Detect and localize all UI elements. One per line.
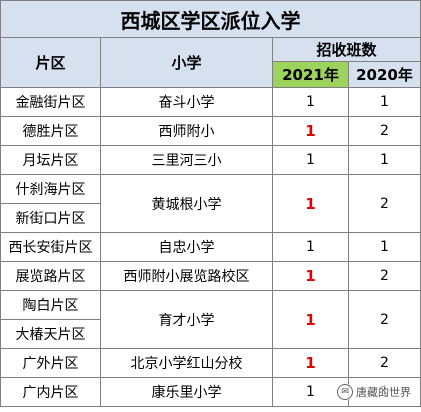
school-cell: 西师附小	[100, 116, 273, 146]
count-2021: 1	[272, 261, 349, 291]
table-row: 新街口片区	[0, 203, 421, 233]
watermark: ✉ 唐藏的世界	[337, 384, 411, 400]
count-2020: 2	[348, 174, 421, 233]
count-2020: 2	[348, 348, 421, 378]
count-2021: 1	[272, 145, 349, 175]
wechat-icon: ✉	[337, 384, 353, 400]
table-row: 什刹海片区 黄城根小学 1 2	[0, 174, 421, 233]
school-cell: 奋斗小学	[100, 87, 273, 117]
district-cell: 大椿天片区	[0, 319, 101, 349]
district-cell: 金融街片区	[0, 87, 101, 117]
district-cell: 德胜片区	[0, 116, 101, 146]
school-cell: 康乐里小学	[100, 377, 273, 407]
table-row: 展览路片区 西师附小展览路校区 1 2	[0, 261, 421, 291]
header-school: 小学	[100, 37, 273, 88]
header-year-2021: 2021年	[272, 61, 349, 88]
school-cell: 自忠小学	[100, 232, 273, 262]
count-2021: 1	[272, 348, 349, 378]
header-district: 片区	[0, 37, 101, 88]
district-cell: 新街口片区	[0, 203, 101, 233]
count-2020: 2	[348, 261, 421, 291]
school-cell: 北京小学红山分校	[100, 348, 273, 378]
watermark-text: 唐藏的世界	[356, 386, 411, 399]
table-row: 月坛片区 三里河三小 1 1	[0, 145, 421, 175]
table-row: 西长安街片区 自忠小学 1 1	[0, 232, 421, 262]
school-cell: 育才小学	[100, 290, 273, 349]
count-2020: 2	[348, 116, 421, 146]
district-cell: 月坛片区	[0, 145, 101, 175]
district-cell: 西长安街片区	[0, 232, 101, 262]
table-row: 金融街片区 奋斗小学 1 1	[0, 87, 421, 117]
header-classes: 招收班数	[272, 37, 421, 62]
district-cell: 广外片区	[0, 348, 101, 378]
school-cell: 黄城根小学	[100, 174, 273, 233]
table-row: 广外片区 北京小学红山分校 1 2	[0, 348, 421, 378]
count-2021: 1	[272, 232, 349, 262]
count-2021: 1	[272, 87, 349, 117]
school-cell: 西师附小展览路校区	[100, 261, 273, 291]
count-2020: 1	[348, 87, 421, 117]
school-cell: 三里河三小	[100, 145, 273, 175]
table-title: 西城区学区派位入学	[0, 0, 421, 38]
count-2021: 1	[272, 174, 349, 233]
count-2020: 1	[348, 145, 421, 175]
table-row: 陶白片区 育才小学 1 2	[0, 290, 421, 349]
count-2020: 2	[348, 290, 421, 349]
table-row: 德胜片区 西师附小 1 2	[0, 116, 421, 146]
count-2020: 1	[348, 232, 421, 262]
district-cell: 展览路片区	[0, 261, 101, 291]
table-row: 大椿天片区	[0, 319, 421, 349]
count-2021: 1	[272, 290, 349, 349]
district-cell: 什刹海片区	[0, 174, 101, 204]
count-2021: 1	[272, 116, 349, 146]
district-cell: 广内片区	[0, 377, 101, 407]
header-year-2020: 2020年	[348, 61, 421, 88]
district-cell: 陶白片区	[0, 290, 101, 320]
